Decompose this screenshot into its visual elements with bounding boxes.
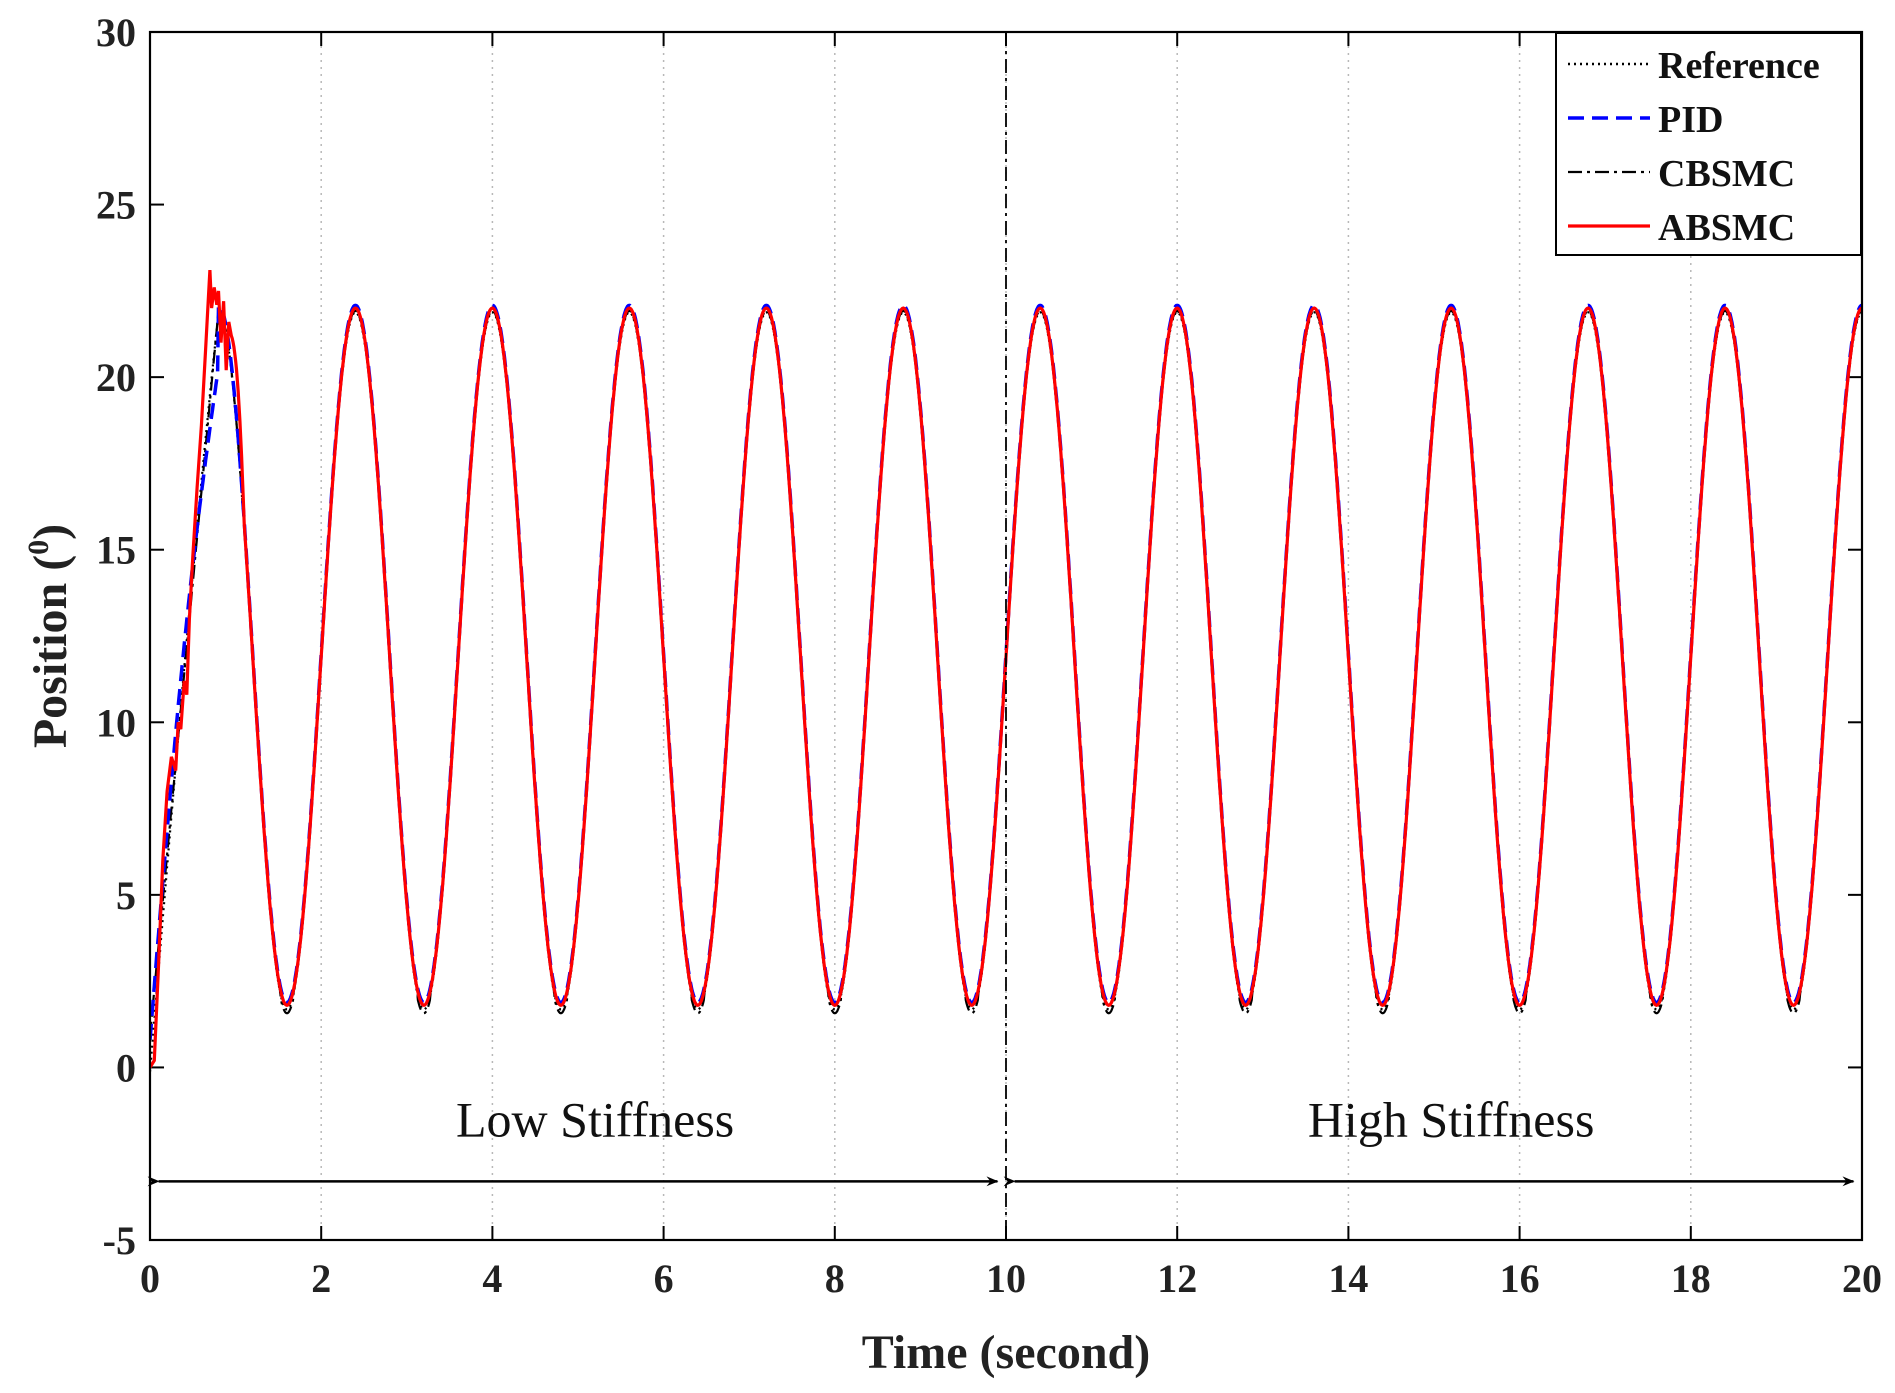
x-tick-label: 0: [140, 1256, 160, 1301]
y-tick-label: 15: [96, 528, 136, 573]
x-tick-label: 6: [654, 1256, 674, 1301]
x-tick-label: 10: [986, 1256, 1026, 1301]
x-tick-label: 8: [825, 1256, 845, 1301]
y-axis-title-main: Position (: [24, 555, 77, 748]
y-axis-title: Position (0): [22, 524, 77, 748]
legend: Reference PID CBSMC ABSMC: [1555, 32, 1862, 256]
legend-label-cbsmc: CBSMC: [1658, 153, 1795, 195]
y-tick-label: 25: [96, 183, 136, 228]
x-tick-label: 14: [1328, 1256, 1368, 1301]
legend-label-absmc: ABSMC: [1658, 207, 1795, 249]
series-group: [150, 270, 1862, 1072]
high-stiffness-label: High Stiffness: [1308, 1091, 1595, 1147]
low-stiffness-label: Low Stiffness: [456, 1091, 734, 1147]
y-tick-label: 20: [96, 355, 136, 400]
legend-label-reference: Reference: [1658, 45, 1820, 87]
x-tick-label: 20: [1842, 1256, 1882, 1301]
y-tick-labels: -5 0 5 10 15 20 25 30: [96, 10, 136, 1263]
y-axis-title-superscript: 0: [22, 540, 55, 555]
x-axis-title: Time (second): [862, 1326, 1150, 1379]
x-tick-labels: 0 2 4 6 8 10 12 14 16 18 20: [140, 1256, 1882, 1301]
legend-box: [1555, 32, 1862, 256]
x-tick-label: 2: [311, 1256, 331, 1301]
y-tick-label: -5: [103, 1218, 136, 1263]
y-tick-label: 0: [116, 1045, 136, 1090]
series-line-absmc: [150, 270, 1862, 1069]
legend-label-pid: PID: [1658, 99, 1723, 141]
plot-frame: [148, 30, 1864, 1242]
x-tick-label: 12: [1157, 1256, 1197, 1301]
y-axis-title-close: ): [24, 524, 77, 540]
x-tick-label: 18: [1671, 1256, 1711, 1301]
y-tick-label: 5: [116, 873, 136, 918]
x-tick-label: 4: [482, 1256, 502, 1301]
y-tick-label: 30: [96, 10, 136, 55]
x-tick-label: 16: [1500, 1256, 1540, 1301]
y-tick-label: 10: [96, 700, 136, 745]
